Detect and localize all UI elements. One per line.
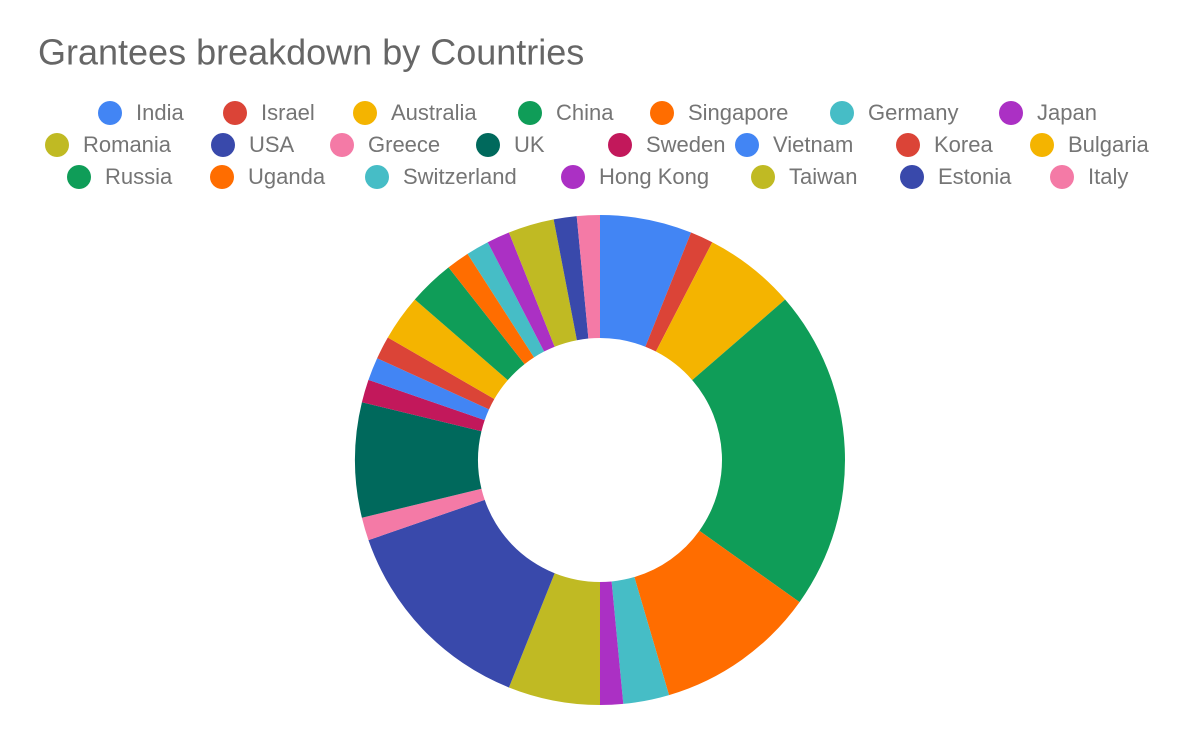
legend-label: UK bbox=[514, 132, 545, 157]
legend-swatch bbox=[67, 165, 91, 189]
donut-slice bbox=[361, 488, 485, 541]
legend-label: Korea bbox=[934, 132, 993, 157]
donut-slice bbox=[692, 299, 845, 603]
legend-label: Israel bbox=[261, 100, 315, 125]
donut-slice bbox=[487, 232, 555, 352]
donut-slice bbox=[448, 253, 535, 365]
legend-label: Italy bbox=[1088, 164, 1128, 189]
donut-slice bbox=[634, 530, 800, 696]
legend-label: Uganda bbox=[248, 164, 326, 189]
chart-title: Grantees breakdown by Countries bbox=[38, 32, 584, 73]
donut-slice bbox=[553, 216, 589, 341]
legend-swatch bbox=[211, 133, 235, 157]
legend-swatch bbox=[608, 133, 632, 157]
donut-slice bbox=[355, 402, 482, 518]
legend-label: Switzerland bbox=[403, 164, 517, 189]
donut-slice bbox=[414, 267, 525, 381]
legend-label: Australia bbox=[391, 100, 477, 125]
legend-swatch bbox=[830, 101, 854, 125]
legend-label: Taiwan bbox=[789, 164, 857, 189]
legend-label: Estonia bbox=[938, 164, 1012, 189]
legend-swatch bbox=[1050, 165, 1074, 189]
legend-swatch bbox=[896, 133, 920, 157]
legend-label: Germany bbox=[868, 100, 958, 125]
donut-slice bbox=[361, 379, 485, 432]
legend-label: Hong Kong bbox=[599, 164, 709, 189]
legend-swatch bbox=[365, 165, 389, 189]
legend-label: Bulgaria bbox=[1068, 132, 1149, 157]
legend-swatch bbox=[561, 165, 585, 189]
donut-slice bbox=[387, 299, 508, 399]
legend-label: China bbox=[556, 100, 614, 125]
donut-slice bbox=[368, 358, 490, 421]
legend-swatch bbox=[650, 101, 674, 125]
legend-label: Singapore bbox=[688, 100, 788, 125]
legend-swatch bbox=[900, 165, 924, 189]
legend-label: India bbox=[136, 100, 184, 125]
legend-label: Sweden bbox=[646, 132, 726, 157]
donut-slice bbox=[368, 499, 555, 688]
legend-label: Russia bbox=[105, 164, 173, 189]
legend-swatch bbox=[751, 165, 775, 189]
donut-slice bbox=[467, 242, 545, 358]
legend-swatch bbox=[1030, 133, 1054, 157]
donut-slice bbox=[508, 573, 600, 705]
legend-swatch bbox=[518, 101, 542, 125]
legend-label: Vietnam bbox=[773, 132, 853, 157]
donut-slice bbox=[600, 581, 624, 705]
legend-swatch bbox=[223, 101, 247, 125]
legend-swatch bbox=[353, 101, 377, 125]
legend-swatch bbox=[476, 133, 500, 157]
donut-slice bbox=[611, 577, 670, 704]
legend-swatch bbox=[330, 133, 354, 157]
donut-slice bbox=[508, 219, 577, 347]
legend-label: Romania bbox=[83, 132, 172, 157]
legend-swatch bbox=[735, 133, 759, 157]
legend-swatch bbox=[999, 101, 1023, 125]
donut-slice bbox=[645, 232, 713, 352]
donut-slice bbox=[600, 215, 692, 347]
legend-swatch bbox=[45, 133, 69, 157]
legend-label: USA bbox=[249, 132, 295, 157]
donut-slice bbox=[655, 242, 786, 381]
donut-slice bbox=[576, 215, 600, 339]
legend-swatch bbox=[98, 101, 122, 125]
legend-label: Japan bbox=[1037, 100, 1097, 125]
legend-label: Greece bbox=[368, 132, 440, 157]
legend-swatch bbox=[210, 165, 234, 189]
donut-slice bbox=[377, 337, 495, 410]
